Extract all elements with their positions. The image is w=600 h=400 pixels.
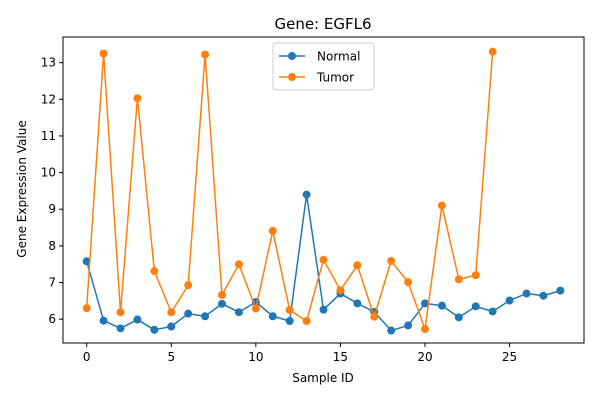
series-line-tumor [85, 51, 494, 330]
data-point-normal [167, 322, 176, 331]
x-axis-label: Sample ID [292, 371, 354, 385]
y-tick-label: 13 [41, 56, 56, 70]
x-axis-ticks: 0 5 10 15 20 25 [83, 343, 517, 364]
x-tick-label: 15 [333, 350, 348, 364]
data-point-tumor [251, 304, 260, 313]
y-tick-label: 9 [48, 202, 56, 216]
y-tick-label: 11 [41, 129, 56, 143]
y-tick-label: 8 [48, 239, 56, 253]
series-normal [82, 190, 565, 335]
data-point-tumor [268, 226, 277, 235]
data-point-normal [556, 286, 565, 295]
y-axis-label: Gene Expression Value [15, 120, 29, 257]
x-tick-label: 0 [83, 350, 91, 364]
data-point-tumor [234, 260, 243, 269]
y-tick-label: 12 [41, 92, 56, 106]
legend-item-normal: Normal [279, 50, 360, 64]
data-point-tumor [167, 308, 176, 317]
data-point-tumor [133, 94, 142, 103]
legend-marker-tumor [288, 73, 296, 81]
legend-label-normal: Normal [317, 50, 360, 64]
y-tick-label: 7 [48, 276, 56, 290]
legend-box [272, 42, 375, 91]
axes-frame [62, 36, 585, 344]
data-point-normal [437, 301, 446, 310]
data-point-normal [218, 299, 227, 308]
data-point-normal [539, 291, 548, 300]
chart-title: Gene: EGFL6 [274, 15, 371, 33]
data-point-tumor [370, 312, 379, 321]
data-point-normal [116, 324, 125, 333]
data-point-normal [404, 321, 413, 330]
legend-marker-normal [288, 52, 296, 60]
data-point-normal [505, 296, 514, 305]
data-point-tumor [404, 278, 413, 287]
data-point-tumor [201, 50, 210, 59]
data-point-normal [99, 316, 108, 325]
data-point-normal [184, 309, 193, 318]
data-point-normal [268, 312, 277, 321]
y-axis-ticks: 6 7 8 9 10 11 12 13 [41, 56, 63, 326]
data-point-normal [234, 308, 243, 317]
data-point-tumor [150, 267, 159, 276]
x-tick-label: 25 [502, 350, 517, 364]
data-point-tumor [184, 281, 193, 290]
x-tick-label: 10 [248, 350, 263, 364]
y-tick-label: 6 [48, 312, 56, 326]
data-point-normal [488, 307, 497, 316]
legend: Normal Tumor [272, 42, 375, 91]
x-tick-label: 5 [167, 350, 175, 364]
data-point-normal [201, 312, 210, 321]
data-point-tumor [99, 49, 108, 58]
data-point-tumor [285, 306, 294, 315]
data-point-tumor [488, 47, 497, 56]
series-tumor [82, 47, 497, 334]
data-point-tumor [336, 286, 345, 295]
data-point-tumor [319, 255, 328, 264]
data-point-tumor [420, 325, 429, 334]
data-point-normal [353, 299, 362, 308]
data-point-tumor [454, 275, 463, 284]
data-point-tumor [116, 308, 125, 317]
data-point-normal [82, 257, 91, 266]
data-point-tumor [471, 271, 480, 280]
data-point-tumor [387, 256, 396, 265]
data-point-tumor [437, 201, 446, 210]
data-point-normal [150, 325, 159, 334]
legend-item-tumor: Tumor [279, 71, 354, 85]
data-point-tumor [302, 317, 311, 326]
data-point-normal [133, 315, 142, 324]
data-point-tumor [353, 261, 362, 270]
data-point-tumor [218, 290, 227, 299]
data-point-tumor [82, 304, 91, 313]
data-point-normal [471, 302, 480, 311]
data-point-normal [420, 299, 429, 308]
series-layer [82, 47, 565, 335]
data-point-normal [302, 190, 311, 199]
legend-label-tumor: Tumor [316, 71, 354, 85]
data-point-normal [454, 313, 463, 322]
data-point-normal [522, 289, 531, 298]
x-tick-label: 20 [417, 350, 432, 364]
data-point-normal [387, 326, 396, 335]
y-tick-label: 10 [41, 166, 56, 180]
plot-area-border [62, 36, 585, 344]
data-point-normal [285, 317, 294, 326]
data-point-normal [319, 305, 328, 314]
